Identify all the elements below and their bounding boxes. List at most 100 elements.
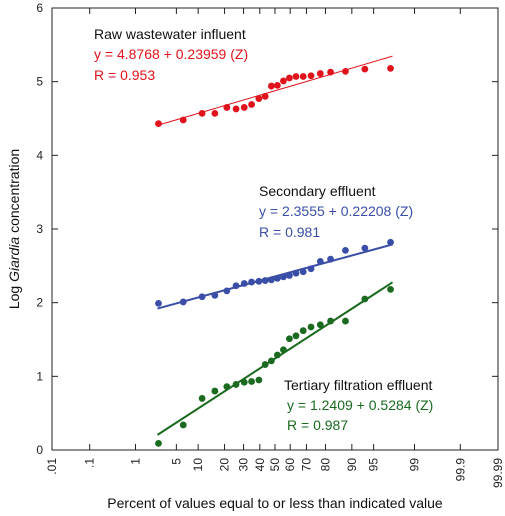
x-axis: .01 .1 1 5 10 20 30 40 50 60 70 80 90 95 99 99.9 99.99 (45, 8, 505, 488)
x-tick-label: 60 (283, 458, 297, 472)
series-secondary-equation: y = 2.3555 + 0.22208 (Z) (259, 203, 413, 219)
data-point-series-1 (361, 65, 369, 73)
data-point-series-3 (299, 327, 307, 335)
data-point-series-3 (261, 361, 269, 368)
data-point-series-2 (198, 293, 206, 301)
data-point-series-2 (292, 269, 300, 277)
data-points (155, 65, 394, 447)
data-point-series-3 (342, 317, 349, 325)
data-point-series-3 (292, 332, 300, 340)
data-point-series-3 (387, 286, 394, 293)
x-axis-title: Percent of values equal to or less than … (107, 495, 443, 511)
data-point-series-2 (223, 287, 231, 295)
y-tick-label: 4 (36, 148, 43, 162)
data-point-series-2 (179, 298, 187, 306)
data-point-series-2 (316, 258, 324, 265)
series-secondary-name: Secondary effluent (259, 183, 376, 199)
data-point-series-3 (361, 295, 369, 303)
data-point-series-3 (286, 335, 293, 343)
data-point-series-3 (248, 378, 255, 385)
data-point-series-1 (280, 77, 287, 85)
data-point-series-1 (342, 67, 349, 75)
data-point-series-1 (292, 73, 300, 80)
fit-line-series-3 (156, 281, 394, 436)
series-tertiary-r: R = 0.987 (287, 417, 348, 433)
data-point-series-3 (211, 387, 219, 395)
x-tick-label: 95 (367, 458, 381, 472)
data-point-series-2 (261, 277, 269, 284)
data-point-series-3 (327, 317, 334, 325)
data-point-series-3 (198, 395, 206, 402)
y-tick-label: 5 (36, 75, 43, 89)
y-tick-label: 6 (36, 1, 43, 15)
data-point-series-2 (267, 276, 275, 284)
data-point-series-2 (248, 278, 255, 286)
data-point-series-3 (280, 346, 287, 354)
data-point-series-3 (274, 351, 281, 359)
data-point-series-1 (155, 120, 162, 128)
data-point-series-3 (316, 321, 324, 329)
y-axis-title-italic: Giardia (6, 237, 22, 282)
data-point-series-3 (155, 439, 162, 447)
series-raw-name: Raw wastewater influent (94, 26, 246, 42)
data-point-series-1 (232, 105, 240, 113)
y-axis: 0 1 2 3 4 5 6 (36, 1, 498, 457)
x-tick-label: 80 (318, 458, 332, 472)
data-point-series-1 (286, 74, 293, 82)
series-tertiary-equation: y = 1.2409 + 0.5284 (Z) (287, 397, 433, 413)
data-point-series-2 (387, 238, 394, 246)
data-point-series-2 (342, 246, 349, 254)
data-point-series-2 (255, 277, 263, 285)
x-tick-label: .01 (45, 458, 59, 475)
data-point-series-3 (179, 421, 187, 429)
data-point-series-2 (274, 274, 281, 282)
y-axis-title: Log Giardia concentration (6, 149, 22, 309)
x-tick-label: 99.9 (453, 458, 467, 482)
data-point-series-1 (267, 82, 275, 90)
y-tick-label: 0 (36, 443, 43, 457)
x-tick-label: 90 (345, 458, 359, 472)
y-tick-label: 1 (36, 369, 43, 383)
series-raw-r: R = 0.953 (94, 67, 155, 83)
data-point-series-3 (255, 376, 263, 384)
data-point-series-1 (307, 72, 315, 80)
data-point-series-1 (261, 93, 269, 100)
data-point-series-1 (316, 70, 324, 77)
fit-line-series-1 (157, 55, 393, 126)
data-point-series-1 (223, 104, 231, 111)
data-point-series-1 (255, 95, 263, 103)
data-point-series-2 (155, 300, 162, 307)
x-tick-label: 1 (129, 458, 143, 465)
x-tick-label: 50 (268, 458, 282, 472)
x-tick-label: 30 (237, 458, 251, 472)
data-point-series-1 (179, 116, 187, 124)
data-point-series-2 (280, 273, 287, 281)
data-point-series-3 (232, 381, 240, 388)
y-axis-title-prefix: Log (6, 282, 22, 309)
series-secondary-r: R = 0.981 (259, 224, 320, 240)
data-point-series-3 (223, 383, 231, 391)
y-tick-label: 2 (36, 296, 43, 310)
data-point-series-1 (240, 104, 248, 111)
data-point-series-2 (307, 265, 315, 273)
data-point-series-2 (327, 255, 334, 263)
data-point-series-2 (211, 291, 219, 299)
data-point-series-2 (299, 268, 307, 276)
x-tick-label: 99 (407, 458, 421, 472)
x-tick-label: 70 (299, 458, 313, 472)
series-tertiary-name: Tertiary filtration effluent (284, 377, 432, 393)
x-tick-label: .1 (83, 458, 97, 468)
x-tick-label: 10 (191, 458, 205, 472)
x-tick-label: 99.99 (491, 458, 505, 488)
y-axis-title-suffix: concentration (6, 149, 22, 237)
data-point-series-3 (240, 378, 248, 386)
data-point-series-3 (267, 357, 275, 365)
x-tick-label: 5 (169, 458, 183, 465)
data-point-series-2 (232, 282, 240, 290)
data-point-series-1 (387, 65, 394, 72)
data-point-series-3 (307, 323, 315, 331)
x-tick-label: 20 (218, 458, 232, 472)
data-point-series-1 (211, 109, 219, 117)
data-point-series-2 (286, 272, 293, 279)
